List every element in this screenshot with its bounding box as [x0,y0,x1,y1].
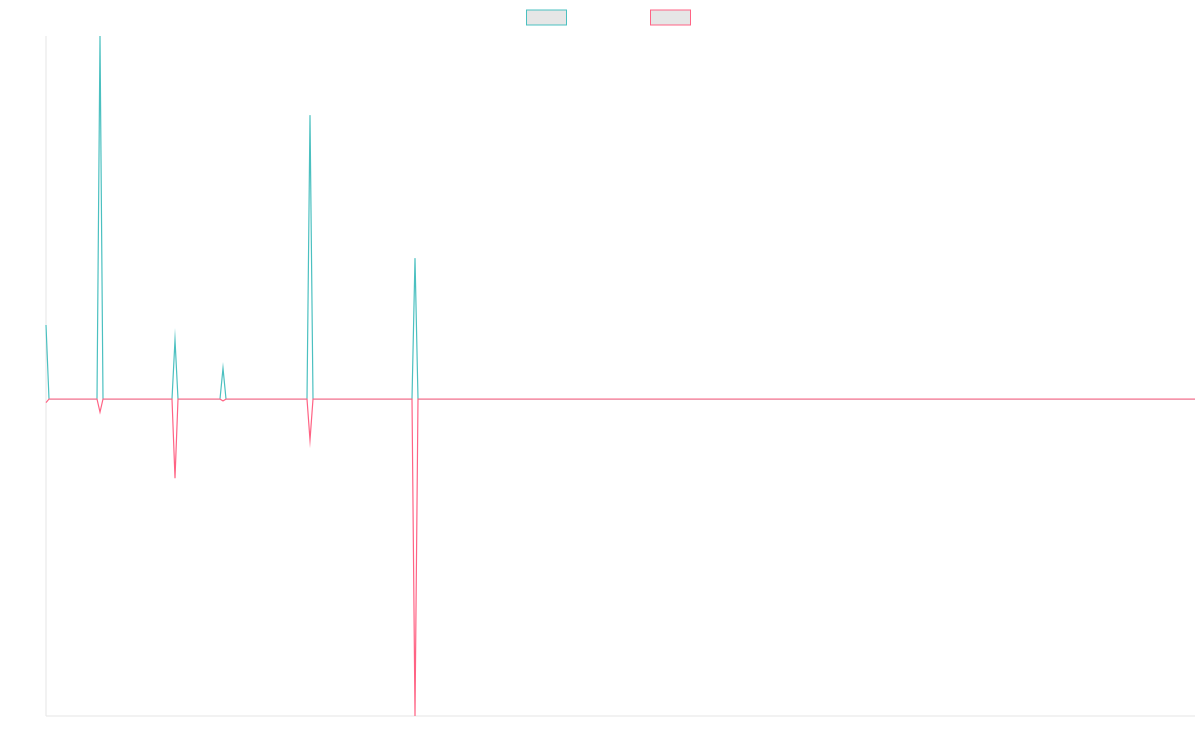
legend-swatch [650,9,691,26]
series-line [45,35,1195,400]
legend-swatch [526,9,567,26]
series-line [45,398,1195,717]
